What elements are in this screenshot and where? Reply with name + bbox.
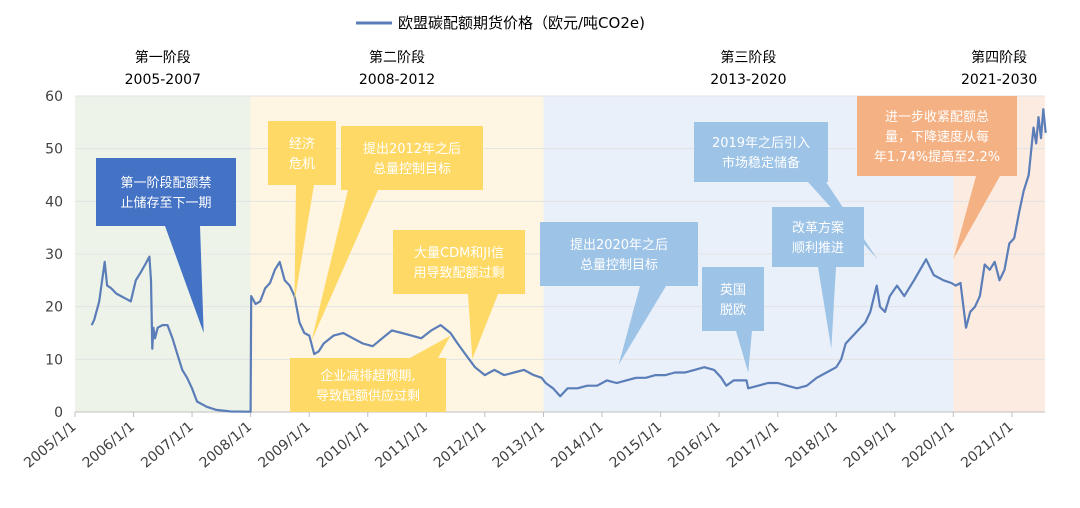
callout-pointer — [618, 286, 666, 365]
y-tick-label: 20 — [45, 300, 63, 316]
x-tick-label: 2005/1/1 — [21, 419, 79, 472]
y-tick-label: 60 — [45, 89, 63, 105]
y-tick-label: 40 — [45, 194, 63, 210]
x-tick-label: 2010/1/1 — [314, 419, 372, 472]
callout-text: 止储存至下一期 — [120, 196, 211, 211]
series-layer — [90, 108, 1047, 413]
callout-pointer — [410, 335, 451, 358]
x-tick-label: 2021/1/1 — [958, 419, 1016, 472]
callout-text: 危机 — [289, 157, 315, 172]
callout-text: 量，下降速度从每 — [885, 129, 989, 145]
x-tick-label: 2014/1/1 — [548, 419, 606, 472]
callout-box — [772, 207, 864, 267]
callouts: 第一阶段配额禁止储存至下一期经济危机提出2012年之后总量控制目标大量CDM和J… — [96, 96, 1017, 412]
callout-box — [694, 122, 828, 182]
phase-years-3: 2013-2020 — [710, 72, 786, 88]
x-tick-label: 2008/1/1 — [197, 419, 255, 472]
phase-years-4: 2021-2030 — [961, 72, 1037, 88]
callout-text: 顺利推进 — [792, 241, 844, 256]
phase-years-2: 2008-2012 — [359, 72, 435, 88]
callout-box — [393, 230, 525, 294]
callout-text: 大量CDM和JI信 — [414, 246, 504, 261]
callout-box — [268, 121, 336, 185]
x-axis: 2005/1/1 2006/1/1 2007/1/1 2008/1/1 2009/1/1… — [21, 412, 1017, 472]
callout-text: 年1.74%提高至2.2% — [874, 149, 1000, 165]
x-tick-label: 2009/1/1 — [255, 419, 313, 472]
x-tick-label: 2018/1/1 — [782, 419, 840, 472]
callout-box — [702, 267, 764, 331]
x-tick-label: 2011/1/1 — [372, 419, 430, 472]
x-tick-label: 2020/1/1 — [899, 419, 957, 472]
callout-pointer — [953, 176, 1000, 260]
callout-text: 总量控制目标 — [373, 162, 451, 177]
callout-text: 第一阶段配额禁 — [120, 176, 211, 191]
callout-text: 提出2020年之后 — [570, 237, 668, 253]
callout-text: 用导致配额过剩 — [413, 266, 504, 281]
callout-box — [540, 222, 698, 286]
callout-text: 导致配额供应过剩 — [316, 388, 420, 404]
series-line-1 — [90, 108, 1047, 413]
callout-text: 总量控制目标 — [580, 258, 658, 273]
callout-text: 改革方案 — [792, 220, 844, 236]
x-tick-label: 2016/1/1 — [665, 419, 723, 472]
callout-a5: 企业减排超预期, 导致配额供应过剩 — [290, 335, 451, 412]
legend-label: 欧盟碳配额期货价格（欧元/吨CO2e) — [398, 14, 645, 32]
callout-text: 市场稳定储备 — [722, 155, 800, 171]
phase-name-1: 第一阶段 — [135, 49, 191, 66]
callout-text: 英国 — [720, 283, 746, 298]
x-tick-label: 2012/1/1 — [431, 419, 489, 472]
x-tick-label: 2019/1/1 — [841, 419, 899, 472]
callout-box — [341, 126, 483, 190]
x-tick-label: 2006/1/1 — [80, 419, 138, 472]
x-tick-label: 2015/1/1 — [607, 419, 665, 472]
callout-pointer — [311, 190, 378, 341]
callout-text: 脱欧 — [720, 303, 746, 318]
y-tick-label: 0 — [54, 405, 63, 421]
x-tick-label: 2007/1/1 — [138, 419, 196, 472]
callout-text: 进一步收紧配额总 — [885, 110, 989, 125]
gridlines — [75, 95, 1045, 413]
callout-text: 提出2012年之后 — [363, 141, 461, 157]
x-tick-label: 2017/1/1 — [724, 419, 782, 472]
phase-labels: 第一阶段 2005-2007 第二阶段 2008-2012 第三阶段 2013-2020 第… — [125, 49, 1038, 88]
callout-pointer — [736, 331, 752, 373]
callout-box — [290, 358, 446, 412]
y-tick-label: 10 — [45, 352, 63, 368]
phase-name-4: 第四阶段 — [971, 49, 1027, 66]
phase-name-2: 第二阶段 — [369, 49, 425, 66]
legend: 欧盟碳配额期货价格（欧元/吨CO2e) — [356, 14, 645, 32]
callout-pointer — [468, 294, 498, 360]
x-tick-label: 2013/1/1 — [490, 419, 548, 472]
callout-text: 企业减排超预期, — [320, 368, 415, 384]
y-axis: 0 10 20 30 40 50 60 — [45, 89, 63, 421]
phase-name-3: 第三阶段 — [720, 49, 776, 66]
phase-years-1: 2005-2007 — [125, 72, 201, 88]
callout-box — [857, 96, 1017, 176]
y-tick-label: 50 — [45, 142, 63, 158]
callout-text: 2019年之后引入 — [712, 136, 810, 151]
callout-pointer — [165, 226, 204, 333]
callout-box — [96, 158, 236, 226]
callout-text: 经济 — [289, 137, 315, 152]
callout-pointer — [818, 267, 836, 349]
y-tick-label: 30 — [45, 247, 63, 263]
callout-pointer — [294, 185, 314, 302]
